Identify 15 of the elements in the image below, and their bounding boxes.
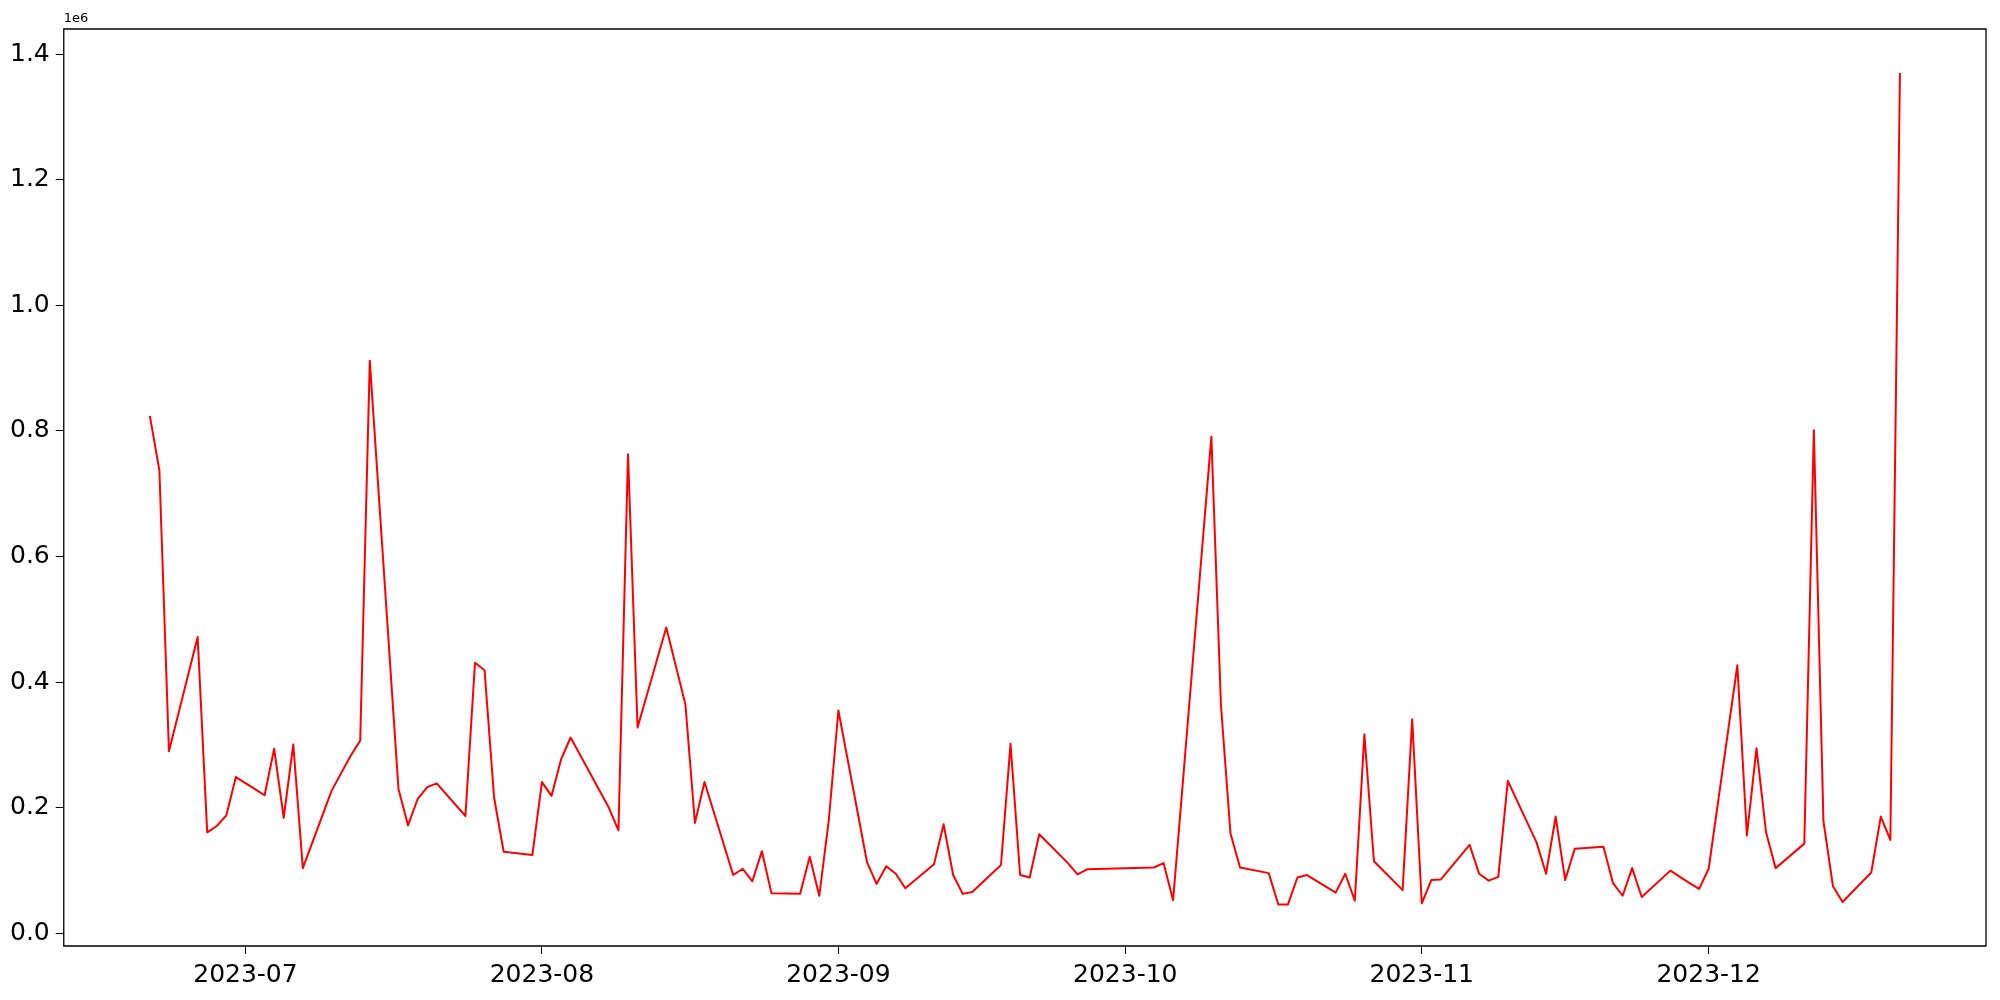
x-tick-label: 2023-11	[1369, 958, 1474, 988]
y-tick-label: 0.8	[9, 414, 50, 444]
x-tick-label: 2023-09	[786, 958, 891, 988]
x-tick-label: 2023-08	[489, 958, 595, 988]
x-tick-label: 2023-07	[193, 958, 298, 988]
x-tick-label: 2023-12	[1656, 958, 1761, 988]
y-tick-label: 0.6	[9, 540, 50, 570]
y-tick-label: 1.2	[9, 163, 50, 193]
x-tick-label: 2023-10	[1073, 958, 1178, 988]
y-tick-label: 0.0	[9, 916, 50, 946]
text: 1e6	[63, 9, 89, 25]
y-tick-label: 1.0	[9, 288, 50, 318]
y-tick-label: 0.4	[9, 665, 50, 695]
y-tick-label: 0.2	[9, 791, 50, 821]
y-tick-label: 1.4	[9, 37, 50, 67]
